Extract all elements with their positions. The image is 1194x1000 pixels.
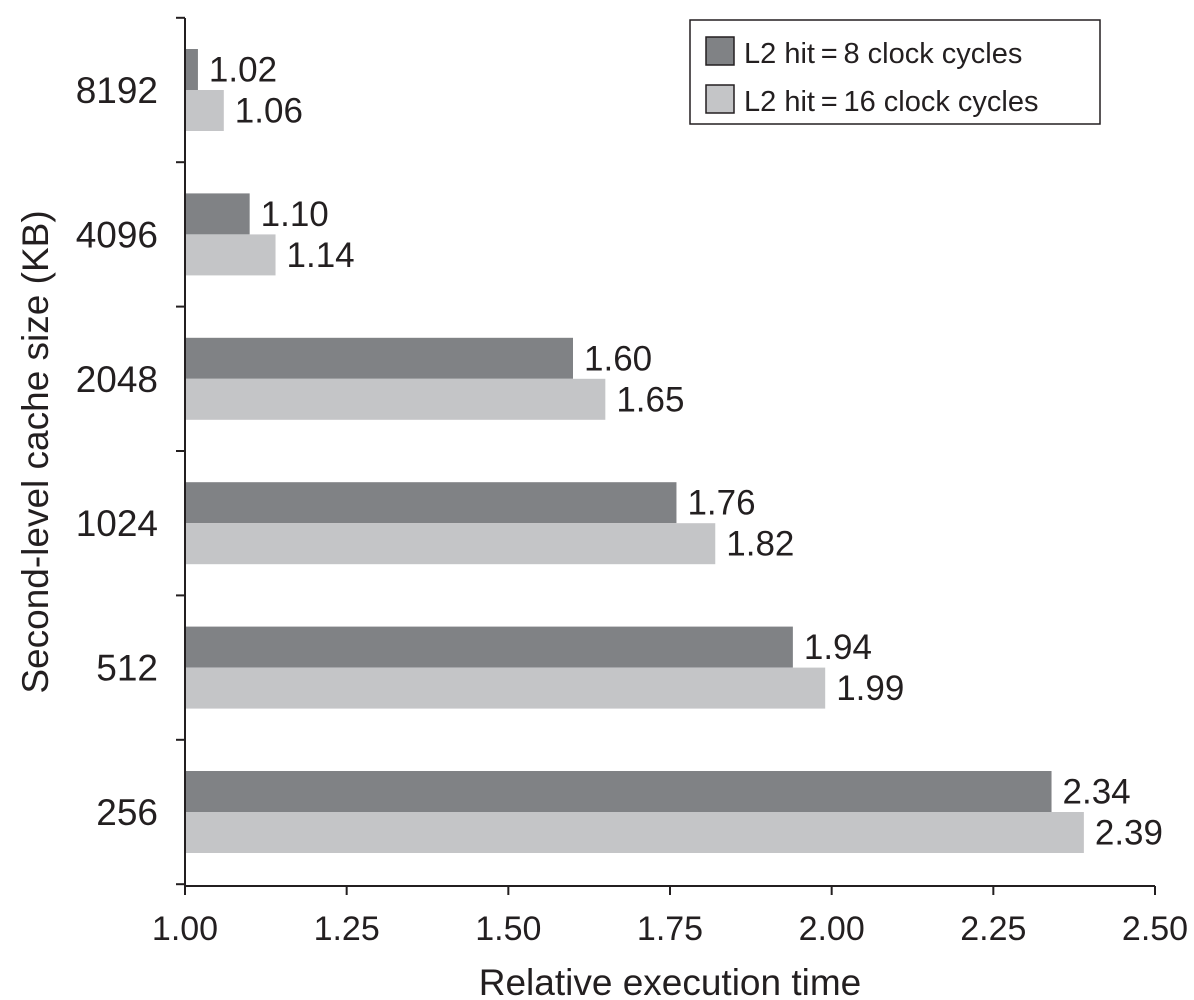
x-tick-label-1-50: 1.50 — [475, 910, 541, 948]
value-label-512-series-2: 1.99 — [836, 669, 904, 708]
x-tick-label-2-25: 2.25 — [960, 910, 1026, 948]
bar-1024-series-1 — [185, 482, 677, 524]
bar-4096-series-1 — [185, 193, 250, 235]
bar-512-series-1 — [185, 626, 793, 668]
value-label-512-series-1: 1.94 — [804, 628, 872, 667]
bar-256-series-2 — [185, 812, 1084, 853]
y-tick-label-8192: 8192 — [76, 70, 158, 111]
ticks-layer — [176, 16, 1156, 895]
value-label-256-series-1: 2.34 — [1063, 773, 1131, 812]
value-label-4096-series-1: 1.10 — [261, 195, 329, 234]
legend-label-8-cycles: L2 hit = 8 clock cycles — [744, 38, 1022, 70]
bar-256-series-1 — [185, 771, 1052, 812]
bar-512-series-2 — [185, 667, 826, 709]
y-tick-label-1024: 1024 — [76, 503, 158, 544]
tick-labels-layer: 8192 4096 2048 1024 512 256 1.00 1.25 1.50 1.75 2.… — [76, 70, 1188, 948]
bar-4096-series-2 — [185, 234, 276, 276]
x-axis-title: Relative execution time — [479, 962, 862, 1000]
x-tick-label-2-50: 2.50 — [1122, 910, 1188, 948]
y-tick-label-256: 256 — [96, 792, 158, 833]
x-tick-label-1-25: 1.25 — [314, 910, 380, 948]
axes-layer — [184, 18, 1155, 887]
value-label-1024-series-2: 1.82 — [726, 525, 794, 564]
value-label-2048-series-1: 1.60 — [584, 339, 652, 378]
bar-2048-series-2 — [185, 378, 606, 420]
legend-label-16-cycles: L2 hit = 16 clock cycles — [744, 86, 1039, 118]
legend-swatch-8-cycles — [705, 36, 735, 66]
value-label-2048-series-2: 1.65 — [616, 380, 684, 419]
y-tick-label-2048: 2048 — [76, 359, 158, 400]
value-label-8192-series-2: 1.06 — [235, 92, 303, 131]
x-tick-label-2-00: 2.00 — [799, 910, 865, 948]
legend-frame — [689, 19, 1101, 125]
x-tick-label-1-00: 1.00 — [152, 910, 218, 948]
value-labels-layer: 1.021.06 1.101.14 1.601.65 1.761.82 1.941.99… — [209, 51, 1163, 853]
value-label-1024-series-1: 1.76 — [687, 484, 755, 523]
legend: L2 hit = 8 clock cycles L2 hit = 16 cloc… — [689, 19, 1101, 125]
bar-2048-series-1 — [185, 337, 573, 379]
value-label-8192-series-1: 1.02 — [209, 51, 277, 90]
x-tick-label-1-75: 1.75 — [637, 910, 703, 948]
bar-8192-series-2 — [185, 90, 224, 131]
y-axis-title: Second-level cache size (KB) — [15, 210, 56, 693]
value-label-256-series-2: 2.39 — [1095, 814, 1163, 853]
bar-1024-series-2 — [185, 523, 716, 565]
value-label-4096-series-2: 1.14 — [287, 236, 355, 275]
bars-layer — [185, 49, 1084, 853]
bar-8192-series-1 — [185, 49, 198, 90]
y-tick-label-4096: 4096 — [76, 214, 158, 255]
y-tick-label-512: 512 — [96, 648, 158, 689]
legend-swatch-16-cycles — [705, 84, 735, 114]
